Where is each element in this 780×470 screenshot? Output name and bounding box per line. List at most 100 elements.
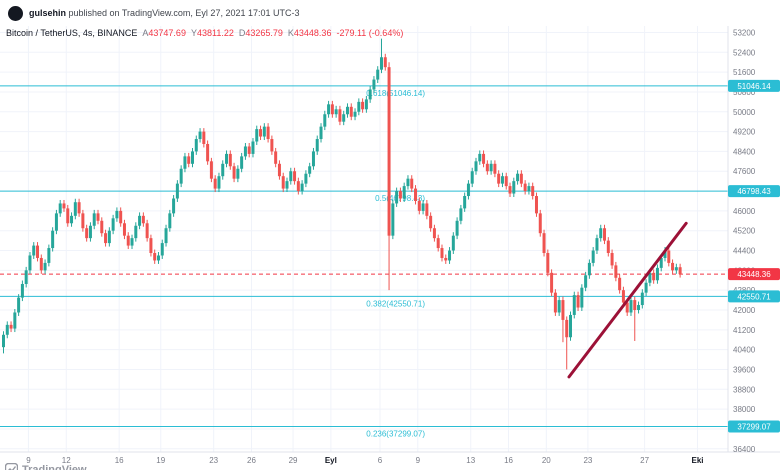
candle bbox=[293, 171, 297, 182]
candle bbox=[561, 300, 565, 320]
candle bbox=[285, 181, 289, 189]
candle bbox=[678, 267, 682, 275]
candle bbox=[168, 213, 172, 229]
candle bbox=[85, 228, 89, 239]
candle bbox=[436, 238, 440, 249]
candle bbox=[300, 183, 304, 192]
candle bbox=[191, 151, 194, 164]
price-axis[interactable]: 3640037200380003880039600404004120042000… bbox=[733, 28, 756, 453]
candle bbox=[621, 290, 625, 303]
publish-header: gulsehin published on TradingView.com, E… bbox=[0, 0, 780, 26]
candle bbox=[648, 272, 652, 283]
candle bbox=[398, 191, 402, 199]
open-label: A bbox=[142, 28, 149, 38]
time-tick-label: 6 bbox=[378, 456, 383, 465]
fib-label-0.618: 0.618(51046.14) bbox=[366, 89, 425, 98]
publish-text: gulsehin published on TradingView.com, E… bbox=[29, 8, 300, 18]
candle bbox=[213, 178, 217, 189]
symbol-legend[interactable]: Bitcoin / TetherUS, 4s, BINANCE A43747.69… bbox=[6, 28, 403, 38]
close-value: 43448.36 bbox=[293, 28, 332, 38]
candle bbox=[637, 305, 641, 310]
fib-price-badge-0.382-text: 42550.71 bbox=[737, 292, 771, 301]
candle bbox=[482, 153, 486, 164]
candle bbox=[266, 126, 270, 140]
price-tick-label: 53200 bbox=[733, 28, 756, 37]
candle bbox=[304, 173, 308, 184]
candle bbox=[319, 126, 323, 140]
open-value: 43747.69 bbox=[148, 28, 186, 38]
trend-line[interactable] bbox=[567, 221, 688, 379]
fib-retracement-layer[interactable]: 0.618(51046.14)0.5(46798.43)0.382(42550.… bbox=[0, 85, 728, 439]
time-axis[interactable]: 9 12 16 19 23 26 29 Eyl 6 9 13 16 20 23 27 Eki bbox=[26, 456, 703, 465]
symbol-title[interactable]: Bitcoin / TetherUS, 4s, BINANCE bbox=[6, 28, 138, 38]
chart-canvas[interactable]: 0.618(51046.14)0.5(46798.43)0.382(42550.… bbox=[0, 26, 780, 470]
candle bbox=[357, 101, 361, 112]
candle bbox=[504, 176, 508, 187]
candle bbox=[198, 131, 202, 140]
candles-layer bbox=[2, 38, 682, 370]
time-tick-label: 16 bbox=[115, 456, 124, 465]
candle bbox=[361, 101, 365, 110]
candle bbox=[119, 210, 123, 224]
trendline-layer[interactable] bbox=[567, 221, 688, 379]
candle bbox=[32, 245, 36, 256]
axis-layer bbox=[0, 26, 780, 453]
candle bbox=[255, 129, 259, 142]
publisher-username: gulsehin bbox=[29, 8, 67, 18]
time-tick-label: 23 bbox=[209, 456, 218, 465]
candle bbox=[217, 176, 221, 189]
candle bbox=[209, 161, 213, 179]
time-tick-label: 23 bbox=[583, 456, 592, 465]
candle bbox=[308, 166, 312, 174]
chart-area: 0.618(51046.14)0.5(46798.43)0.382(42550.… bbox=[0, 26, 780, 470]
candle bbox=[122, 223, 126, 236]
candle bbox=[448, 250, 452, 261]
change-value: -279.11 (-0.64%) bbox=[336, 28, 404, 38]
candle bbox=[349, 106, 353, 117]
candle bbox=[659, 257, 663, 268]
candle bbox=[606, 240, 610, 254]
candle bbox=[463, 196, 467, 209]
candle bbox=[338, 109, 342, 122]
tradingview-logo[interactable]: TradingView bbox=[5, 463, 87, 470]
price-tick-label: 39600 bbox=[733, 365, 756, 374]
candle bbox=[334, 109, 338, 115]
candle bbox=[281, 176, 285, 189]
candle bbox=[444, 257, 448, 261]
candle bbox=[39, 257, 43, 271]
candle bbox=[565, 319, 569, 338]
candle bbox=[296, 181, 300, 192]
candle bbox=[187, 156, 191, 164]
close-label: K bbox=[287, 28, 294, 38]
price-tick-label: 40400 bbox=[733, 346, 756, 355]
candle bbox=[595, 238, 599, 251]
candle bbox=[251, 141, 255, 154]
candle bbox=[2, 334, 5, 348]
candle bbox=[644, 282, 648, 293]
candle bbox=[519, 173, 523, 184]
candle bbox=[603, 228, 607, 241]
user-avatar[interactable] bbox=[8, 5, 23, 21]
candle bbox=[383, 57, 387, 68]
candle bbox=[652, 272, 656, 281]
fib-price-badge-0.5 bbox=[728, 185, 780, 198]
candle bbox=[497, 173, 501, 184]
candle bbox=[243, 146, 247, 157]
high-value: 43811.22 bbox=[196, 28, 234, 38]
candle bbox=[391, 203, 395, 236]
candle bbox=[572, 295, 576, 315]
candle bbox=[43, 262, 47, 271]
candle bbox=[54, 213, 58, 231]
time-tick-label: 29 bbox=[289, 456, 298, 465]
candle bbox=[179, 168, 183, 184]
time-tick-label: 9 bbox=[26, 456, 31, 465]
candle bbox=[451, 235, 455, 251]
candle bbox=[202, 131, 206, 144]
price-tick-label: 50000 bbox=[733, 108, 756, 117]
candle bbox=[13, 312, 17, 329]
candle bbox=[440, 248, 444, 258]
candle bbox=[580, 287, 584, 308]
candle bbox=[387, 67, 391, 236]
candle bbox=[225, 153, 229, 164]
candle bbox=[376, 69, 380, 80]
